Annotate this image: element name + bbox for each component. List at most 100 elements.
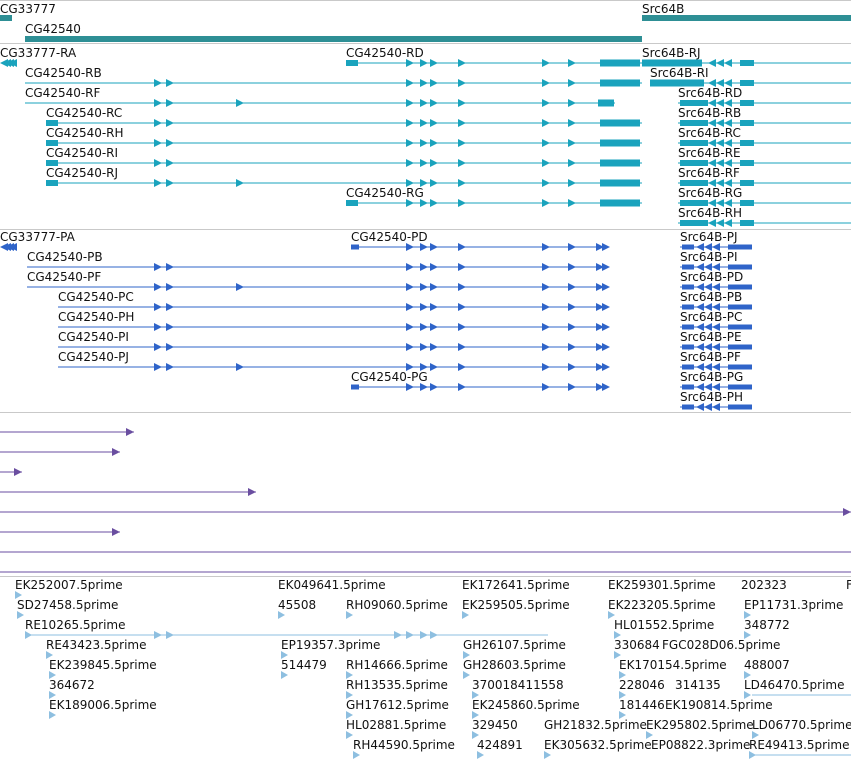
- est-label[interactable]: 329450: [472, 718, 518, 732]
- protein-label[interactable]: CG42540-PB: [27, 250, 103, 264]
- est-label[interactable]: EK252007.5prime: [15, 578, 123, 592]
- exon-block[interactable]: [682, 264, 694, 270]
- transcript-label[interactable]: CG42540-RG: [346, 186, 424, 200]
- est-label[interactable]: EK223205.5prime: [608, 598, 716, 612]
- est-label[interactable]: EK239845.5prime: [49, 658, 157, 672]
- est-label[interactable]: RH14666.5prime: [346, 658, 448, 672]
- est-marker[interactable]: [619, 691, 626, 699]
- exon-block[interactable]: [728, 364, 752, 370]
- est-label[interactable]: 314135: [675, 678, 721, 692]
- exon-block[interactable]: [346, 200, 358, 206]
- est-label[interactable]: HL01552.5prime: [614, 618, 715, 632]
- exon-block[interactable]: [650, 79, 704, 87]
- protein-label[interactable]: CG42540-PD: [351, 230, 428, 244]
- exon-block[interactable]: [680, 160, 708, 166]
- est-marker[interactable]: [472, 691, 479, 699]
- exon-block[interactable]: [740, 60, 754, 66]
- transcript-label[interactable]: CG42540-RH: [46, 126, 124, 140]
- exon-block[interactable]: [600, 139, 640, 147]
- est-label[interactable]: EK305632.5prime: [544, 738, 652, 752]
- gene-label-cg33777[interactable]: CG33777: [0, 2, 56, 16]
- exon-block[interactable]: [46, 160, 58, 166]
- exon-block[interactable]: [728, 304, 752, 310]
- exon-block[interactable]: [728, 384, 752, 390]
- est-marker[interactable]: [744, 691, 751, 699]
- exon-block[interactable]: [600, 179, 640, 187]
- protein-label[interactable]: CG42540-PI: [58, 330, 129, 344]
- est-marker[interactable]: [472, 731, 479, 739]
- est-label[interactable]: 514479: [281, 658, 327, 672]
- est-label[interactable]: GH21832.5prime: [544, 718, 647, 732]
- est-label[interactable]: 181446: [619, 698, 665, 712]
- est-marker[interactable]: [46, 651, 53, 659]
- exon-block[interactable]: [728, 324, 752, 330]
- exon-block[interactable]: [682, 384, 694, 390]
- est-marker[interactable]: [353, 751, 360, 759]
- protein-label[interactable]: CG42540-PC: [58, 290, 134, 304]
- transcript-label[interactable]: CG42540-RJ: [46, 166, 119, 180]
- transcript-label[interactable]: Src64B-RE: [678, 146, 741, 160]
- est-marker[interactable]: [346, 691, 353, 699]
- est-label[interactable]: 228046: [619, 678, 665, 692]
- est-marker[interactable]: [608, 611, 615, 619]
- est-marker[interactable]: [346, 731, 353, 739]
- gene-bar-cg42540[interactable]: [25, 36, 642, 42]
- est-marker[interactable]: [463, 671, 470, 679]
- exon-block[interactable]: [728, 264, 752, 270]
- est-label[interactable]: EK170154.5prime: [619, 658, 727, 672]
- exon-block[interactable]: [600, 59, 640, 67]
- est-label[interactable]: RE43423.5prime: [46, 638, 147, 652]
- est-marker[interactable]: [744, 611, 751, 619]
- est-label[interactable]: EP11731.3prime: [744, 598, 844, 612]
- est-marker[interactable]: [619, 671, 626, 679]
- exon-block[interactable]: [728, 344, 752, 350]
- exon-block[interactable]: [680, 200, 708, 206]
- est-label[interactable]: RH44590.5prime: [353, 738, 455, 752]
- protein-label[interactable]: Src64B-PG: [680, 370, 744, 384]
- est-label[interactable]: 364672: [49, 678, 95, 692]
- est-marker[interactable]: [346, 671, 353, 679]
- est-marker[interactable]: [614, 651, 621, 659]
- est-label[interactable]: 330684: [614, 638, 660, 652]
- est-marker[interactable]: [49, 711, 56, 719]
- protein-label[interactable]: Src64B-PF: [680, 350, 741, 364]
- gene-label-cg42540[interactable]: CG42540: [25, 22, 81, 36]
- est-label[interactable]: EK295802.5prime: [646, 718, 754, 732]
- exon-block[interactable]: [682, 364, 694, 370]
- est-label[interactable]: GH28603.5prime: [463, 658, 566, 672]
- exon-block[interactable]: [740, 160, 754, 166]
- exon-block[interactable]: [351, 244, 359, 250]
- gene-bar-cg33777[interactable]: [0, 15, 12, 21]
- transcript-label[interactable]: Src64B-RG: [678, 186, 743, 200]
- est-label[interactable]: RH09060.5prime: [346, 598, 448, 612]
- est-marker[interactable]: [752, 731, 759, 739]
- exon-block[interactable]: [728, 284, 752, 290]
- transcript-label[interactable]: CG42540-RF: [25, 86, 101, 100]
- est-label[interactable]: FGC028D06.5prime: [662, 638, 781, 652]
- est-marker[interactable]: [744, 671, 751, 679]
- est-label[interactable]: EK189006.5prime: [49, 698, 157, 712]
- protein-label[interactable]: CG42540-PG: [351, 370, 428, 384]
- gene-bar-src64b[interactable]: [642, 15, 851, 21]
- exon-block[interactable]: [680, 180, 708, 186]
- exon-block[interactable]: [682, 404, 694, 410]
- est-label[interactable]: EP08822.3prime: [651, 738, 751, 752]
- protein-label[interactable]: CG42540-PJ: [58, 350, 129, 364]
- est-label[interactable]: 424891: [477, 738, 523, 752]
- exon-block[interactable]: [600, 79, 640, 87]
- est-label[interactable]: LD06770.5prime: [752, 718, 851, 732]
- est-marker[interactable]: [49, 691, 56, 699]
- exon-block[interactable]: [740, 220, 754, 226]
- exon-block[interactable]: [46, 120, 58, 126]
- transcript-label[interactable]: CG42540-RB: [25, 66, 102, 80]
- transcript-label[interactable]: CG42540-RI: [46, 146, 119, 160]
- est-marker[interactable]: [463, 651, 470, 659]
- protein-label[interactable]: Src64B-PC: [680, 310, 743, 324]
- protein-label[interactable]: Src64B-PE: [680, 330, 742, 344]
- est-label[interactable]: HL02881.5prime: [346, 718, 447, 732]
- transcript-label[interactable]: Src64B-RH: [678, 206, 743, 220]
- transcript-label[interactable]: Src64B-RF: [678, 166, 740, 180]
- est-marker[interactable]: [646, 731, 653, 739]
- est-label[interactable]: 202323: [741, 578, 787, 592]
- est-marker[interactable]: [346, 611, 353, 619]
